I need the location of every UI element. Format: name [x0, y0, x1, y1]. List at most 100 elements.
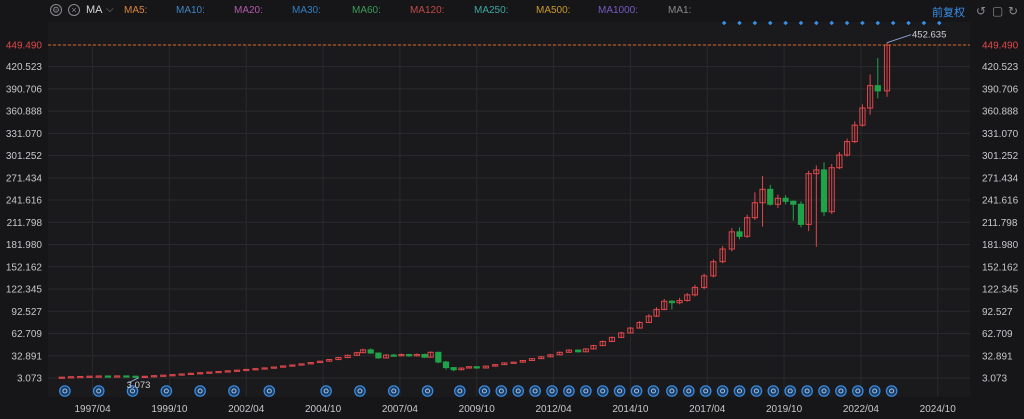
event-marker-circle	[60, 386, 70, 396]
y-tick-label-left: 331.070	[6, 129, 43, 140]
candle	[376, 352, 381, 358]
event-marker	[479, 386, 489, 396]
event-marker-circle	[496, 386, 506, 396]
candle	[170, 374, 175, 375]
x-tick-label: 2017/04	[689, 404, 726, 415]
event-marker-circle	[751, 386, 761, 396]
event-marker-circle	[886, 386, 896, 396]
event-marker	[886, 386, 896, 396]
event-marker-circle	[614, 386, 624, 396]
event-marker	[684, 386, 694, 396]
event-marker-circle	[768, 386, 778, 396]
event-marker-circle	[802, 386, 812, 396]
candle	[234, 370, 239, 372]
y-tick-label-right: 92.527	[982, 307, 1013, 318]
candle	[87, 376, 92, 377]
candle	[244, 369, 249, 371]
event-marker-circle	[785, 386, 795, 396]
event-marker-circle	[229, 386, 239, 396]
candle	[271, 367, 276, 369]
y-tick-label-right: 211.798	[982, 218, 1018, 229]
y-tick-label-left: 241.616	[6, 196, 43, 207]
y-tick-label-left: 32.891	[11, 351, 42, 362]
event-marker-circle	[94, 386, 104, 396]
y-tick-label-left: 449.490	[6, 41, 43, 52]
event-marker	[422, 386, 432, 396]
candle	[133, 376, 138, 377]
event-marker-circle	[700, 386, 710, 396]
candle-body	[576, 350, 581, 352]
event-marker	[785, 386, 795, 396]
y-tick-label-right: 420.523	[982, 62, 1019, 73]
event-marker	[94, 386, 104, 396]
event-marker	[195, 386, 205, 396]
event-marker-circle	[598, 386, 608, 396]
y-tick-label-left: 3.073	[17, 374, 42, 385]
candle	[511, 362, 516, 364]
candle-body	[768, 189, 773, 204]
candle-body	[791, 201, 796, 204]
y-tick-label-right: 331.070	[982, 129, 1019, 140]
event-marker	[631, 386, 641, 396]
event-marker-circle	[870, 386, 880, 396]
candle	[821, 162, 826, 216]
candle	[59, 377, 64, 378]
y-tick-label-left: 271.434	[6, 173, 43, 184]
y-tick-label-left: 360.888	[6, 107, 43, 118]
event-marker	[802, 386, 812, 396]
candle-body	[669, 301, 674, 302]
event-marker-circle	[836, 386, 846, 396]
candle-body	[376, 353, 381, 358]
event-marker-circle	[355, 386, 365, 396]
candle-body	[124, 376, 129, 377]
candle	[407, 354, 412, 357]
event-marker	[264, 386, 274, 396]
x-tick-label: 2009/10	[459, 404, 496, 415]
candle-body	[783, 198, 788, 201]
candle-body	[451, 368, 456, 370]
high-price-label: 452.635	[912, 30, 946, 41]
event-marker-circle	[734, 386, 744, 396]
candle	[179, 374, 184, 375]
event-marker	[455, 386, 465, 396]
y-tick-label-left: 122.345	[6, 285, 43, 296]
x-tick-label: 2012/04	[535, 404, 572, 415]
candle	[198, 372, 203, 373]
y-tick-label-left: 420.523	[6, 62, 43, 73]
event-marker-circle	[264, 386, 274, 396]
event-marker	[547, 386, 557, 396]
candle-body	[407, 355, 412, 356]
y-tick-label-right: 62.709	[982, 329, 1013, 340]
candle-body	[875, 86, 880, 91]
event-marker-circle	[161, 386, 171, 396]
event-marker	[870, 386, 880, 396]
event-marker	[161, 386, 171, 396]
candle-body	[737, 232, 742, 236]
event-marker-circle	[667, 386, 677, 396]
y-tick-label-left: 92.527	[11, 307, 42, 318]
candle	[151, 375, 156, 376]
event-marker-circle	[422, 386, 432, 396]
event-marker-circle	[648, 386, 658, 396]
event-marker-circle	[564, 386, 574, 396]
candle	[225, 370, 230, 372]
y-tick-label-left: 181.980	[6, 240, 43, 251]
candle	[281, 366, 286, 368]
event-marker	[321, 386, 331, 396]
event-marker-circle	[455, 386, 465, 396]
y-tick-label-left: 62.709	[11, 329, 42, 340]
candle	[207, 372, 212, 374]
event-marker-circle	[631, 386, 641, 396]
event-marker	[853, 386, 863, 396]
y-tick-label-right: 241.616	[982, 196, 1019, 207]
event-marker-circle	[717, 386, 727, 396]
event-marker	[819, 386, 829, 396]
event-marker	[496, 386, 506, 396]
event-marker-circle	[321, 386, 331, 396]
y-tick-label-left: 152.162	[6, 262, 43, 273]
event-marker	[581, 386, 591, 396]
event-marker-circle	[513, 386, 523, 396]
x-tick-label: 2002/04	[228, 404, 265, 415]
event-marker-circle	[530, 386, 540, 396]
